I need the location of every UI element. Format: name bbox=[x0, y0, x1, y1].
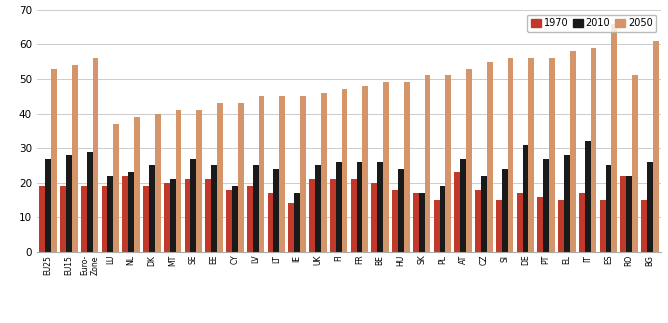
Bar bbox=[108, 176, 114, 252]
Bar bbox=[605, 165, 611, 252]
Bar bbox=[591, 48, 597, 252]
Bar bbox=[419, 193, 425, 252]
Bar bbox=[336, 162, 341, 252]
Bar bbox=[522, 145, 528, 252]
Bar bbox=[357, 162, 362, 252]
Bar bbox=[579, 193, 584, 252]
Bar bbox=[558, 200, 564, 252]
Bar bbox=[413, 193, 419, 252]
Bar bbox=[392, 190, 398, 252]
Bar bbox=[170, 179, 176, 252]
Bar bbox=[232, 186, 238, 252]
Bar bbox=[164, 183, 170, 252]
Bar bbox=[190, 159, 196, 252]
Legend: 1970, 2010, 2050: 1970, 2010, 2050 bbox=[527, 15, 657, 32]
Bar bbox=[330, 179, 336, 252]
Bar bbox=[502, 169, 508, 252]
Bar bbox=[516, 193, 522, 252]
Bar bbox=[279, 96, 285, 252]
Bar bbox=[621, 176, 627, 252]
Bar bbox=[39, 186, 45, 252]
Bar bbox=[51, 68, 57, 252]
Bar bbox=[611, 24, 617, 252]
Bar bbox=[134, 117, 140, 252]
Bar bbox=[315, 165, 321, 252]
Bar bbox=[71, 65, 77, 252]
Bar bbox=[93, 58, 98, 252]
Bar bbox=[564, 155, 570, 252]
Bar bbox=[383, 82, 389, 252]
Bar bbox=[600, 200, 605, 252]
Bar bbox=[425, 76, 430, 252]
Bar bbox=[176, 110, 182, 252]
Bar bbox=[404, 82, 409, 252]
Bar bbox=[66, 155, 71, 252]
Bar bbox=[570, 51, 576, 252]
Bar bbox=[641, 200, 647, 252]
Bar bbox=[122, 176, 128, 252]
Bar bbox=[632, 76, 638, 252]
Bar bbox=[321, 93, 327, 252]
Bar bbox=[259, 96, 265, 252]
Bar bbox=[549, 58, 555, 252]
Bar bbox=[434, 200, 440, 252]
Bar bbox=[247, 186, 253, 252]
Bar bbox=[87, 151, 93, 252]
Bar bbox=[143, 186, 149, 252]
Bar bbox=[196, 110, 202, 252]
Bar bbox=[206, 179, 211, 252]
Bar bbox=[528, 58, 534, 252]
Bar bbox=[226, 190, 232, 252]
Bar bbox=[543, 159, 549, 252]
Bar bbox=[155, 113, 160, 252]
Bar bbox=[647, 162, 653, 252]
Bar bbox=[289, 203, 294, 252]
Bar bbox=[102, 186, 108, 252]
Bar bbox=[653, 41, 659, 252]
Bar bbox=[508, 58, 514, 252]
Bar bbox=[294, 193, 300, 252]
Bar bbox=[481, 176, 487, 252]
Bar bbox=[398, 169, 404, 252]
Bar bbox=[273, 169, 279, 252]
Bar bbox=[217, 103, 223, 252]
Bar bbox=[466, 68, 472, 252]
Bar bbox=[454, 172, 460, 252]
Bar bbox=[341, 89, 347, 252]
Bar bbox=[253, 165, 259, 252]
Bar bbox=[440, 186, 446, 252]
Bar bbox=[362, 86, 368, 252]
Bar bbox=[351, 179, 357, 252]
Bar bbox=[45, 159, 51, 252]
Bar bbox=[128, 172, 134, 252]
Bar bbox=[268, 193, 273, 252]
Bar bbox=[584, 141, 591, 252]
Bar bbox=[627, 176, 632, 252]
Bar bbox=[538, 197, 543, 252]
Bar bbox=[211, 165, 217, 252]
Bar bbox=[60, 186, 66, 252]
Bar bbox=[371, 183, 377, 252]
Bar bbox=[460, 159, 466, 252]
Bar bbox=[496, 200, 502, 252]
Bar bbox=[309, 179, 315, 252]
Bar bbox=[475, 190, 481, 252]
Bar bbox=[184, 179, 190, 252]
Bar bbox=[149, 165, 155, 252]
Bar bbox=[377, 162, 383, 252]
Bar bbox=[114, 124, 119, 252]
Bar bbox=[446, 76, 451, 252]
Bar bbox=[300, 96, 306, 252]
Bar bbox=[81, 186, 87, 252]
Bar bbox=[238, 103, 244, 252]
Bar bbox=[487, 62, 492, 252]
